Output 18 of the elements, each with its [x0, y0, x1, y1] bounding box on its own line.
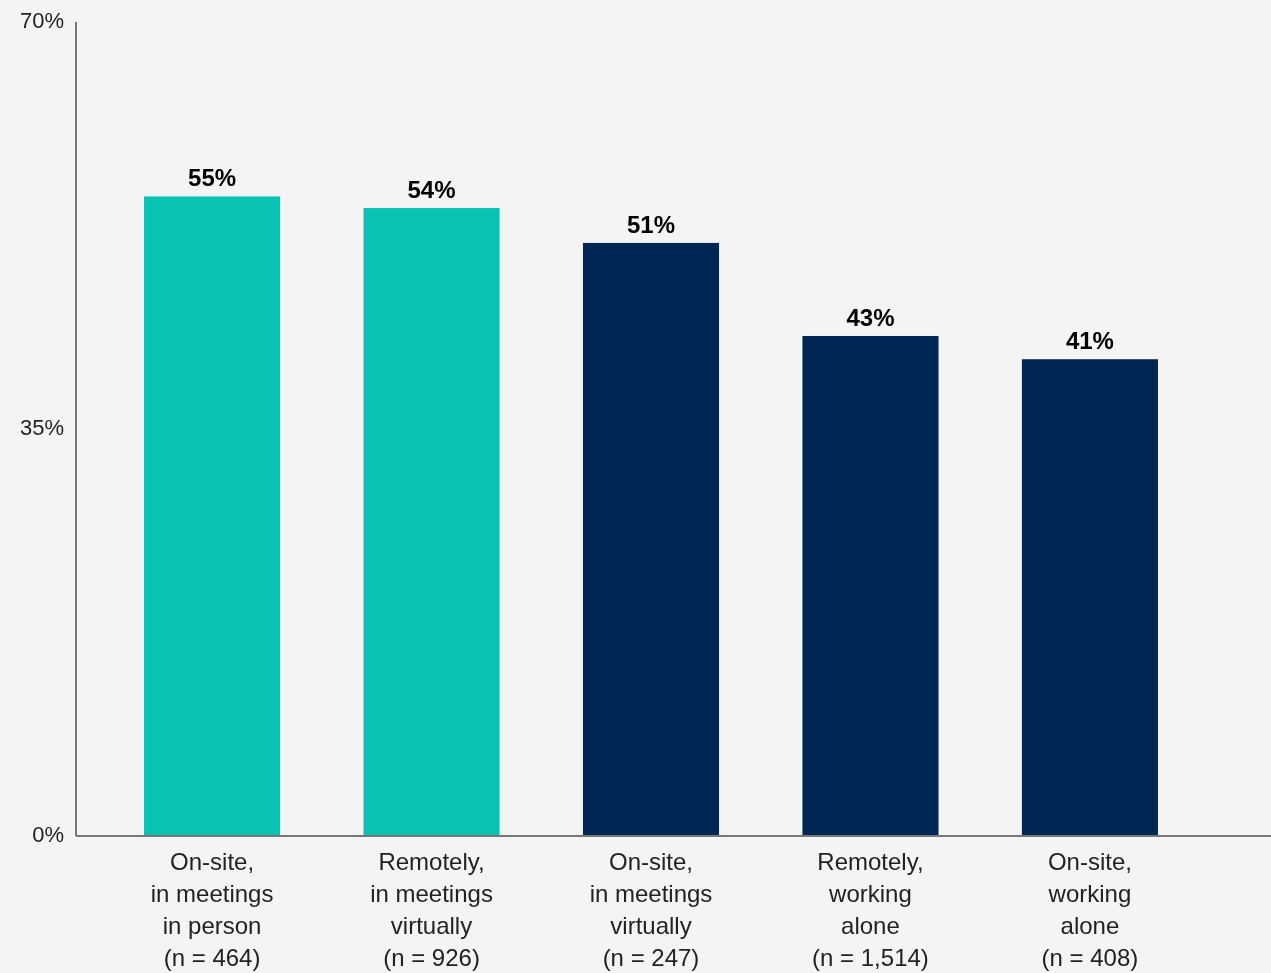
x-tick-label: On-site, in meetings virtually (n = 247) [589, 848, 713, 971]
bar [802, 335, 939, 836]
bar [1021, 359, 1158, 836]
bar [363, 208, 500, 836]
x-tick-label: Remotely, working alone (n = 1,514) [812, 848, 929, 971]
x-tick-label: Remotely, in meetings virtually (n = 926) [370, 848, 493, 971]
data-label: 41% [1065, 327, 1114, 355]
y-tick-label: 35% [19, 414, 64, 440]
data-label: 51% [626, 210, 676, 238]
y-tick-label: 0% [32, 821, 64, 847]
data-label: 55% [188, 164, 237, 192]
data-label: 54% [407, 176, 456, 204]
bar [144, 196, 281, 836]
x-tick-label: On-site, working alone (n = 408) [1041, 848, 1139, 971]
y-tick-label: 70% [19, 7, 64, 33]
data-label: 43% [846, 303, 895, 331]
x-tick-label: On-site, in meetings in person (n = 464) [150, 848, 274, 971]
bar [582, 242, 720, 836]
